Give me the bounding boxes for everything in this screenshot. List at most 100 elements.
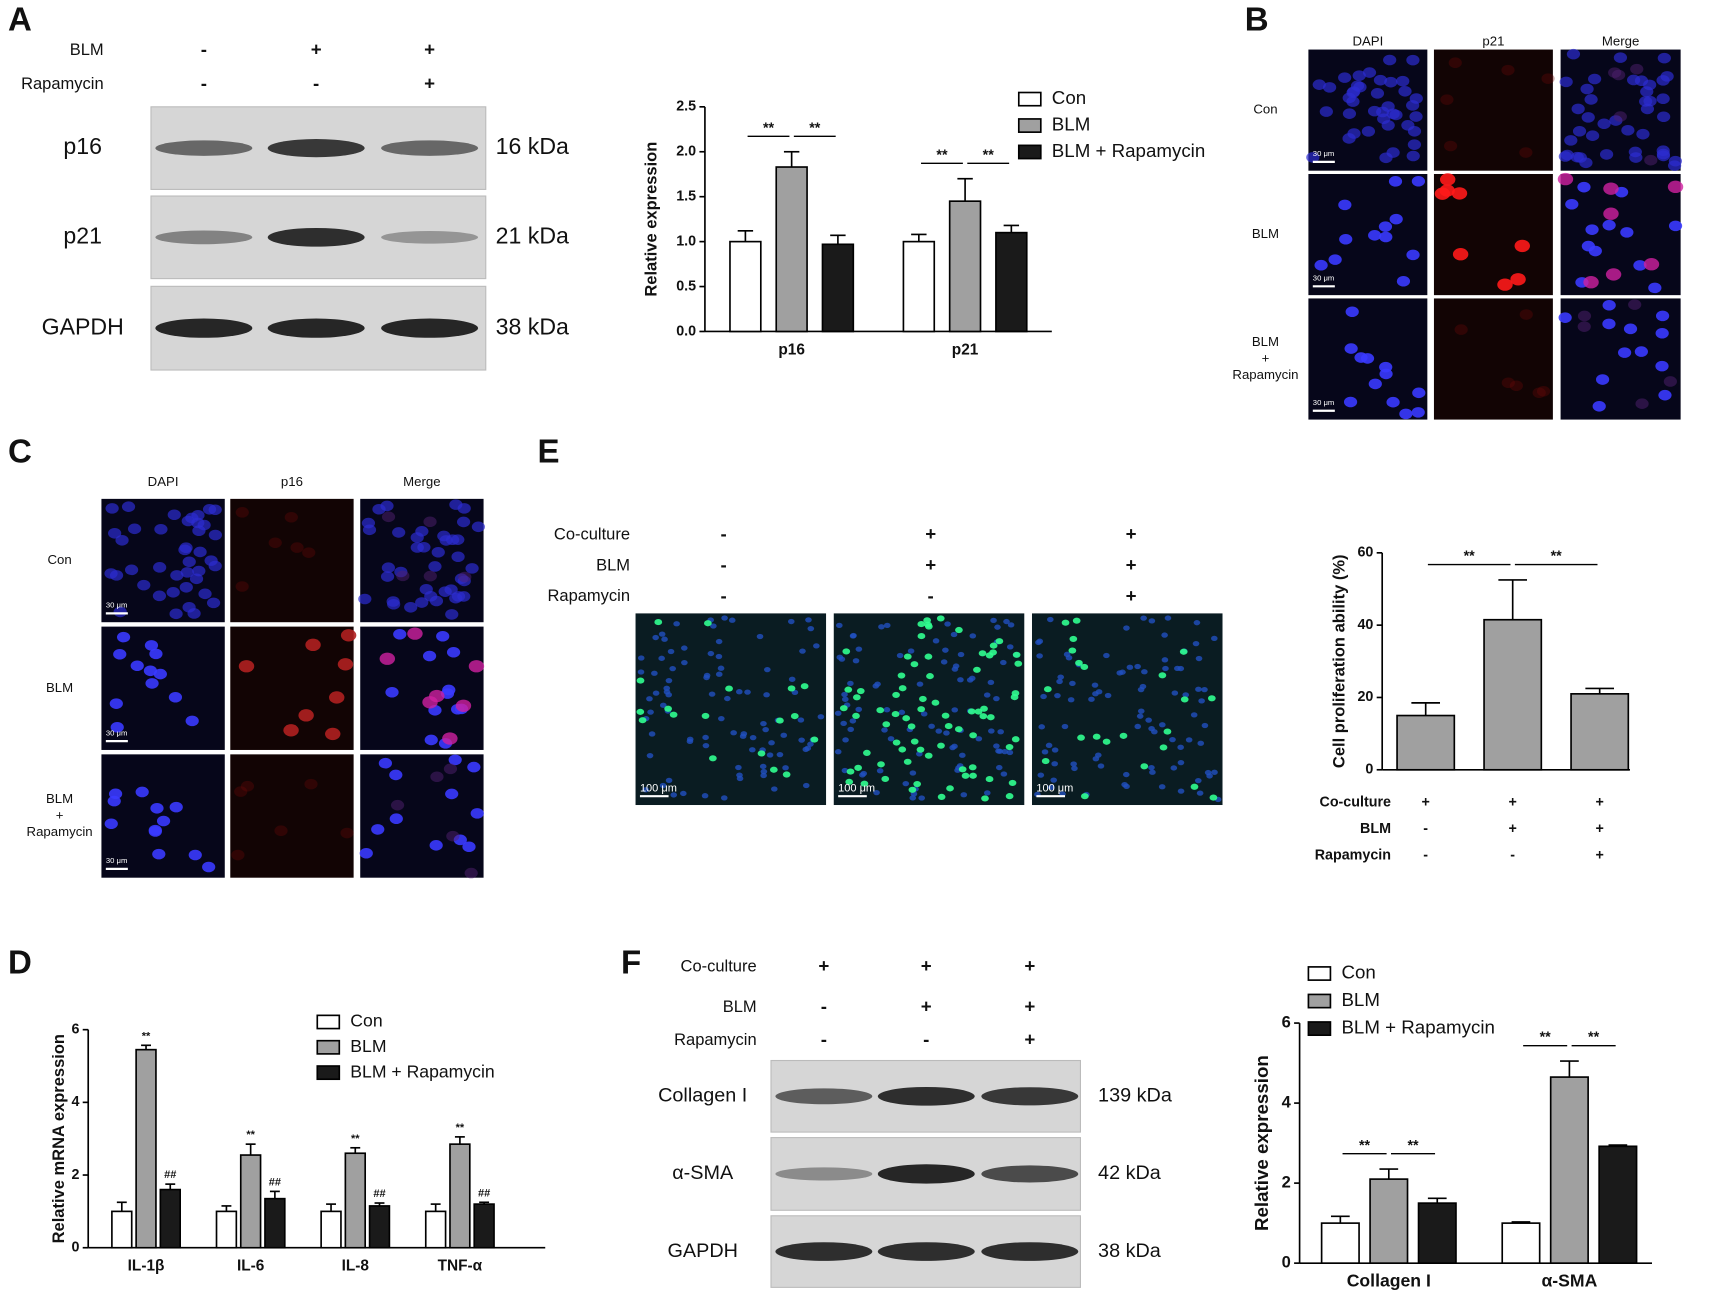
condition-sign: - (1423, 821, 1428, 837)
bar (995, 231, 1028, 333)
y-tick-label: 0.5 (676, 278, 696, 294)
x-tick-label: IL-8 (342, 1258, 370, 1275)
nucleus (1361, 126, 1376, 137)
y-axis-label: Relative expression (642, 142, 660, 297)
nucleus (762, 727, 769, 733)
nucleus (1581, 112, 1595, 123)
nucleus (1190, 712, 1198, 718)
nucleus (735, 764, 742, 771)
nucleus (907, 648, 915, 654)
nucleus (944, 621, 951, 627)
condition-sign: + (925, 554, 936, 575)
condition-sign: + (1596, 795, 1604, 811)
nucleus (1585, 224, 1599, 235)
nucleus (358, 593, 372, 605)
nucleus (1439, 173, 1456, 186)
legend-label: BLM + Rapamycin (1341, 1017, 1494, 1038)
nucleus (1352, 70, 1366, 81)
y-axis-label: Relative mRNA expression (50, 1034, 68, 1243)
bar (344, 1152, 367, 1249)
nucleus (1613, 111, 1627, 122)
legend-label: BLM + Rapamycin (350, 1061, 494, 1081)
y-tick-label: 2 (71, 1167, 79, 1183)
nucleus (1328, 254, 1342, 265)
micrograph (1308, 173, 1428, 296)
nucleus (810, 736, 819, 743)
nucleus (446, 646, 461, 658)
nucleus (1519, 309, 1533, 320)
bar (902, 240, 936, 333)
nucleus (842, 648, 851, 655)
nucleus (931, 699, 940, 706)
nucleus (423, 516, 437, 528)
nucleus (1306, 152, 1320, 163)
nucleus (842, 737, 849, 743)
nucleus (776, 751, 784, 758)
row-label: + (1262, 350, 1270, 365)
band-size: 139 kDa (1098, 1085, 1173, 1107)
nucleus (954, 726, 963, 733)
condition-sign: - (928, 585, 934, 606)
error-bar (326, 1203, 336, 1212)
condition-sign: + (818, 955, 829, 976)
nucleus (1633, 260, 1647, 271)
scale-bar-label: 100 μm (838, 782, 875, 794)
nucleus (658, 655, 665, 661)
nucleus (235, 581, 249, 592)
nucleus (135, 786, 149, 798)
nucleus (1054, 693, 1061, 699)
nucleus (1409, 111, 1423, 122)
error-bar (374, 1202, 385, 1206)
nucleus (704, 620, 712, 627)
nucleus (944, 723, 953, 730)
nucleus (1588, 245, 1602, 257)
blot-band (381, 318, 479, 338)
nucleus (380, 571, 395, 582)
nucleus (1368, 230, 1382, 241)
nucleus (329, 691, 345, 704)
nucleus (1195, 686, 1202, 692)
x-tick-label: TNF-α (438, 1258, 483, 1275)
error-bar (116, 1201, 127, 1212)
legend-label: BLM (1052, 113, 1091, 134)
nucleus (240, 780, 255, 792)
nucleus (980, 705, 988, 712)
nucleus (1343, 396, 1358, 408)
nucleus (669, 711, 678, 718)
nucleus (1057, 674, 1065, 680)
legend-swatch (316, 1065, 341, 1081)
nucleus (898, 685, 907, 692)
blot-band (267, 139, 365, 158)
nucleus (1663, 376, 1677, 387)
nucleus (1140, 615, 1147, 621)
nucleus (903, 653, 912, 660)
nucleus (1613, 52, 1628, 63)
error-bar (430, 1203, 441, 1212)
y-tick-label: 6 (1282, 1013, 1291, 1031)
column-header: Merge (403, 474, 440, 489)
nucleus (1583, 276, 1599, 289)
nucleus (989, 642, 998, 649)
legend-label: Con (350, 1011, 382, 1031)
nucleus (1003, 618, 1010, 625)
nucleus (1342, 108, 1357, 119)
micrograph (360, 754, 484, 878)
nucleus (1067, 697, 1075, 703)
nucleus (978, 650, 987, 657)
nucleus (646, 753, 654, 759)
nucleus (156, 815, 171, 827)
nucleus (766, 752, 774, 758)
condition-sign: + (921, 996, 932, 1017)
nucleus (1126, 664, 1134, 670)
nucleus (924, 653, 933, 660)
nucleus (1608, 67, 1622, 78)
nucleus (1536, 385, 1551, 397)
condition-sign: - (721, 554, 727, 575)
nucleus (1630, 63, 1644, 75)
micrograph (360, 626, 484, 750)
nucleus (1164, 615, 1172, 621)
condition-sign: - (821, 996, 827, 1017)
nucleus (428, 561, 442, 572)
condition-sign: + (925, 523, 936, 544)
y-tick-label: 4 (71, 1094, 79, 1110)
